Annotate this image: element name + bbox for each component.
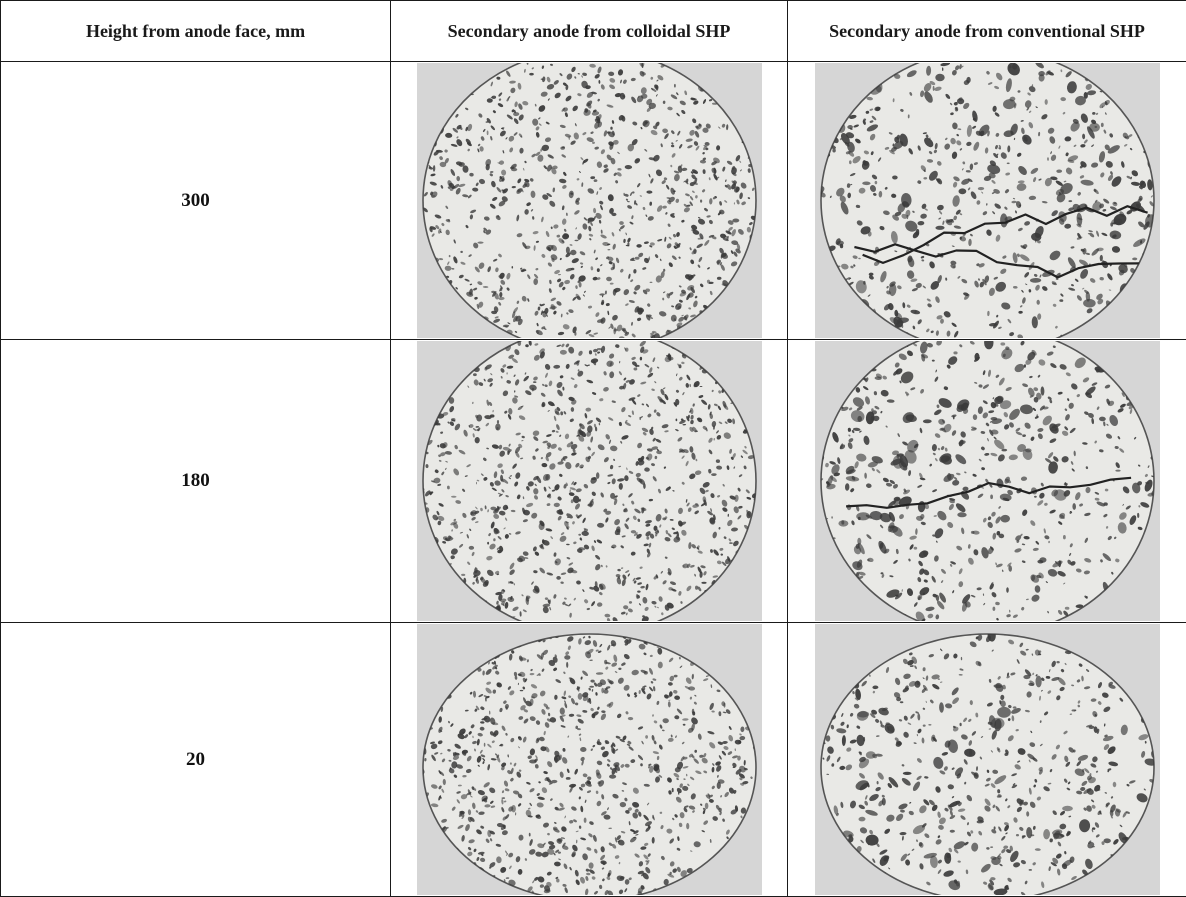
- conventional-photo-cell: [787, 339, 1186, 623]
- header-row: Height from anode face, mm Secondary ano…: [0, 0, 1186, 62]
- header-colloidal: Secondary anode from colloidal SHP: [390, 0, 788, 62]
- conventional-photo-cell: [787, 61, 1186, 340]
- colloidal-photo-cell: [390, 622, 788, 897]
- conventional-photo-cell: [787, 622, 1186, 897]
- micrograph-colloidal-180: [416, 341, 762, 621]
- header-conventional: Secondary anode from conventional SHP: [787, 0, 1186, 62]
- header-height: Height from anode face, mm: [0, 0, 391, 62]
- table-row: 20: [0, 622, 1186, 897]
- micrograph-colloidal-20: [416, 624, 762, 895]
- micrograph-conventional-300: [814, 63, 1160, 338]
- micrograph-colloidal-300: [416, 63, 762, 338]
- colloidal-photo-cell: [390, 339, 788, 623]
- height-label: 180: [0, 339, 391, 623]
- micrograph-conventional-180: [814, 341, 1160, 621]
- height-label: 300: [0, 61, 391, 340]
- height-label: 20: [0, 622, 391, 897]
- micrograph-conventional-20: [814, 624, 1160, 895]
- table-row: 300: [0, 61, 1186, 340]
- table-row: 180: [0, 339, 1186, 623]
- colloidal-photo-cell: [390, 61, 788, 340]
